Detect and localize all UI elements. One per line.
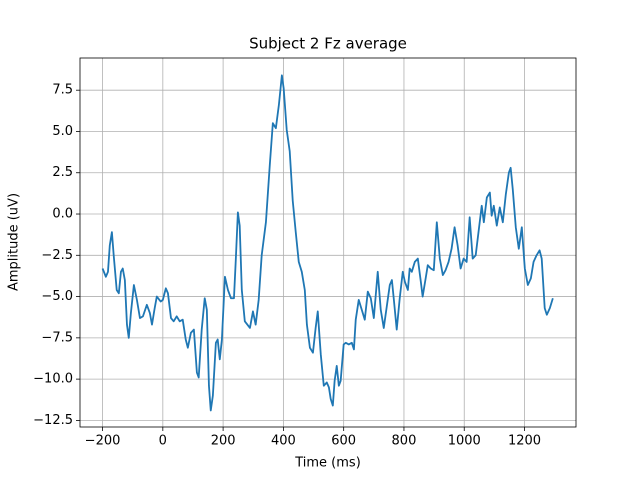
y-tick-label: −2.5 bbox=[41, 248, 73, 263]
y-tick-label: −5.0 bbox=[41, 289, 73, 304]
y-tick-label: −10.0 bbox=[33, 372, 73, 387]
y-tick-label: −7.5 bbox=[41, 330, 73, 345]
x-tick-label: 0 bbox=[159, 434, 167, 449]
x-tick-label: 600 bbox=[331, 434, 356, 449]
y-tick-label: −12.5 bbox=[33, 413, 73, 428]
data-line bbox=[101, 74, 554, 412]
x-tick-label: 400 bbox=[271, 434, 296, 449]
y-axis-label: Amplitude (uV) bbox=[7, 193, 22, 291]
y-tick-label: 5.0 bbox=[52, 124, 73, 139]
x-tick-label: −200 bbox=[85, 434, 121, 449]
x-tick-label: 1000 bbox=[448, 434, 481, 449]
y-tick-label: 2.5 bbox=[52, 165, 73, 180]
x-tick-label: 800 bbox=[392, 434, 417, 449]
y-tick-label: 7.5 bbox=[52, 83, 73, 98]
x-axis-label: Time (ms) bbox=[294, 456, 361, 471]
plot-frame bbox=[79, 57, 577, 428]
x-tick-label: 200 bbox=[211, 434, 236, 449]
y-tick-label: 0.0 bbox=[52, 207, 73, 222]
chart-title: Subject 2 Fz average bbox=[249, 35, 407, 53]
x-tick-label: 1200 bbox=[508, 434, 541, 449]
